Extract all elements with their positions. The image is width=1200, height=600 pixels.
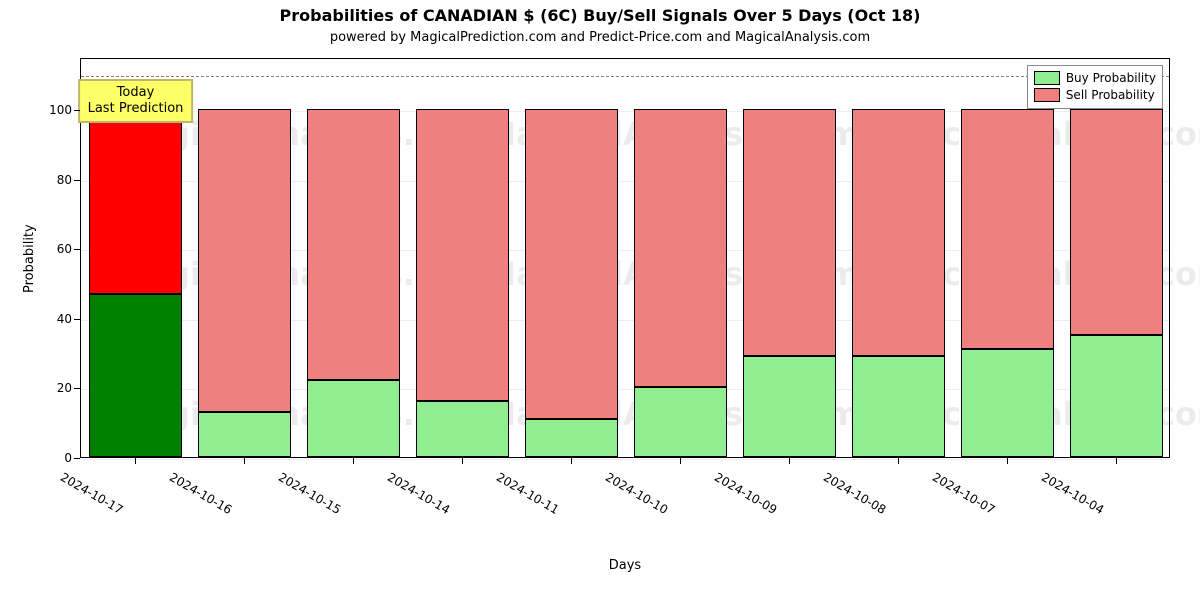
y-tick-mark	[74, 249, 80, 250]
bar-buy	[416, 401, 510, 457]
x-tick-mark	[353, 458, 354, 464]
legend-swatch	[1034, 88, 1060, 102]
y-tick-mark	[74, 458, 80, 459]
x-tick-label: 2024-10-10	[603, 470, 670, 517]
bar-group	[525, 57, 619, 457]
x-tick-label: 2024-10-04	[1039, 470, 1106, 517]
bar-sell	[852, 109, 946, 356]
bar-buy	[525, 419, 619, 457]
x-tick-mark	[1116, 458, 1117, 464]
x-tick-label: 2024-10-17	[58, 470, 125, 517]
bar-group	[416, 57, 510, 457]
annotation-line2: Last Prediction	[88, 101, 184, 117]
y-tick-label: 40	[32, 312, 72, 326]
bar-group	[1070, 57, 1164, 457]
y-tick-mark	[74, 110, 80, 111]
bar-sell	[961, 109, 1055, 349]
y-tick-label: 80	[32, 173, 72, 187]
bar-group	[198, 57, 292, 457]
bar-buy	[89, 294, 183, 457]
y-tick-label: 100	[32, 103, 72, 117]
bar-sell	[525, 109, 619, 419]
chart-title: Probabilities of CANADIAN $ (6C) Buy/Sel…	[0, 6, 1200, 25]
chart-container: Probabilities of CANADIAN $ (6C) Buy/Sel…	[0, 0, 1200, 600]
x-tick-mark	[1007, 458, 1008, 464]
bar-group	[743, 57, 837, 457]
y-axis-label: Probability	[22, 224, 37, 293]
y-tick-label: 0	[32, 451, 72, 465]
x-tick-label: 2024-10-15	[276, 470, 343, 517]
bar-buy	[743, 356, 837, 457]
x-tick-label: 2024-10-11	[494, 470, 561, 517]
bar-buy	[852, 356, 946, 457]
y-tick-mark	[74, 180, 80, 181]
plot-area: MagicalAnalysis.comMagicalAnalysis.comMa…	[80, 58, 1170, 458]
x-tick-mark	[680, 458, 681, 464]
x-tick-mark	[898, 458, 899, 464]
legend-label: Sell Probability	[1066, 87, 1155, 104]
bar-sell	[416, 109, 510, 401]
bar-group	[634, 57, 728, 457]
y-tick-mark	[74, 319, 80, 320]
chart-subtitle: powered by MagicalPrediction.com and Pre…	[0, 30, 1200, 45]
bar-sell	[198, 109, 292, 412]
y-tick-mark	[74, 388, 80, 389]
bar-group	[961, 57, 1055, 457]
bar-buy	[1070, 335, 1164, 457]
x-tick-label: 2024-10-08	[821, 470, 888, 517]
y-tick-label: 60	[32, 242, 72, 256]
y-tick-label: 20	[32, 381, 72, 395]
bar-sell	[743, 109, 837, 356]
x-tick-label: 2024-10-09	[712, 470, 779, 517]
bar-buy	[307, 380, 401, 457]
x-tick-label: 2024-10-16	[167, 470, 234, 517]
bar-buy	[634, 387, 728, 457]
x-tick-mark	[244, 458, 245, 464]
bar-sell	[1070, 109, 1164, 335]
annotation-line1: Today	[88, 85, 184, 101]
legend-item: Sell Probability	[1034, 87, 1156, 104]
x-tick-label: 2024-10-07	[930, 470, 997, 517]
bar-sell	[89, 109, 183, 293]
legend-swatch	[1034, 71, 1060, 85]
bar-group	[307, 57, 401, 457]
legend-label: Buy Probability	[1066, 70, 1156, 87]
bar-buy	[961, 349, 1055, 457]
x-tick-label: 2024-10-14	[385, 470, 452, 517]
x-tick-mark	[462, 458, 463, 464]
bar-buy	[198, 412, 292, 457]
today-annotation: TodayLast Prediction	[78, 79, 194, 122]
x-tick-mark	[789, 458, 790, 464]
x-tick-mark	[571, 458, 572, 464]
legend-item: Buy Probability	[1034, 70, 1156, 87]
x-tick-mark	[135, 458, 136, 464]
bar-sell	[634, 109, 728, 387]
chart-legend: Buy ProbabilitySell Probability	[1027, 65, 1163, 109]
bar-sell	[307, 109, 401, 380]
x-axis-label: Days	[80, 558, 1170, 573]
bar-group	[852, 57, 946, 457]
